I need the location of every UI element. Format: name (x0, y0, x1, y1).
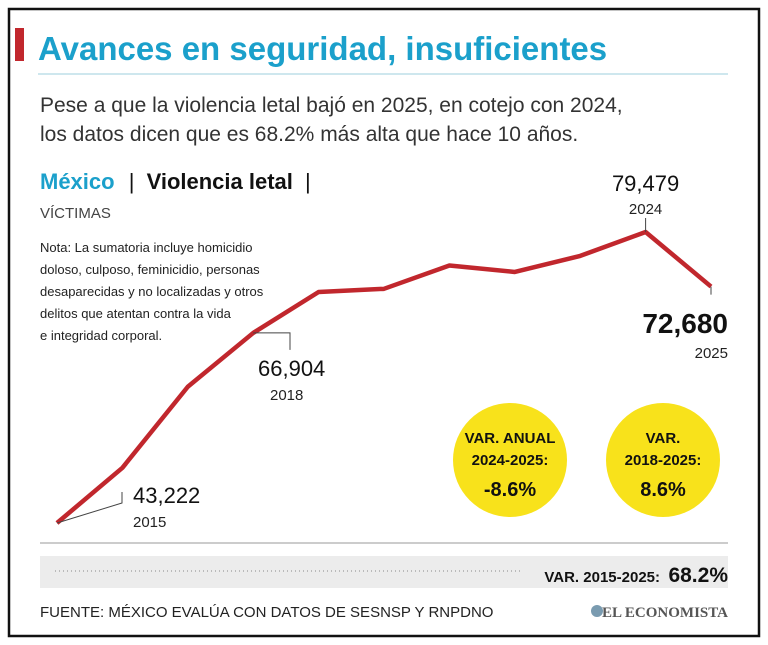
annotation-label: 2024-2025: (472, 452, 549, 469)
brand: EL ECONOMISTA (602, 605, 728, 621)
brand-icon (591, 605, 603, 617)
line (55, 229, 713, 525)
note-line: Nota: La sumatoria incluye homicidio (40, 240, 252, 255)
value-label: 43,222 (133, 483, 200, 508)
x-tick-label: 2024 (629, 201, 662, 218)
heading-place: México (40, 169, 115, 194)
annotation-label: 2018-2025: (625, 452, 702, 469)
value-label: 79,479 (612, 171, 679, 196)
x-tick-label: 2015 (133, 514, 166, 531)
note-line: desaparecidas y no localizadas y otros (40, 284, 264, 299)
note-line: e integridad corporal. (40, 328, 162, 343)
annotation-label: VAR. (646, 430, 681, 447)
subtitle: los datos dicen que es 68.2% más alta qu… (40, 123, 578, 146)
annotation-value: 8.6% (640, 479, 686, 501)
title-accent (15, 28, 24, 61)
x-tick-label: 2018 (270, 387, 303, 404)
unit-label: VÍCTIMAS (40, 205, 111, 222)
summary-band (40, 556, 728, 588)
chart-title: Avances en seguridad, insuficientes (38, 30, 607, 67)
summary-value: 68.2% (668, 564, 728, 587)
heading-topic: Violencia letal (147, 169, 293, 194)
heading: México | Violencia letal | (40, 169, 311, 194)
annotation-value: -8.6% (484, 479, 536, 501)
annotation-label: VAR. ANUAL (465, 430, 556, 447)
value-label: 72,680 (642, 308, 728, 339)
note-line: delitos que atentan contra la vida (40, 306, 232, 321)
leader-line (56, 492, 123, 524)
summary: VAR. 2015-2025: 68.2% (544, 564, 728, 587)
heading-separator: | (305, 169, 311, 194)
subtitle: Pese a que la violencia letal bajó en 20… (40, 94, 623, 117)
leader-line (253, 332, 291, 350)
value-label: 66,904 (258, 356, 325, 381)
x-tick-label: 2025 (695, 345, 728, 362)
annotation-badge (606, 403, 720, 517)
summary-label: VAR. 2015-2025: (544, 569, 660, 586)
note: Nota: La sumatoria incluye homicidio dolo… (40, 240, 264, 343)
note-line: doloso, culposo, feminicidio, personas (40, 262, 260, 277)
source: FUENTE: MÉXICO EVALÚA CON DATOS DE SESNS… (40, 604, 493, 621)
heading-separator: | (129, 169, 135, 194)
frame (7, 7, 761, 638)
annotation-badge (453, 403, 567, 517)
